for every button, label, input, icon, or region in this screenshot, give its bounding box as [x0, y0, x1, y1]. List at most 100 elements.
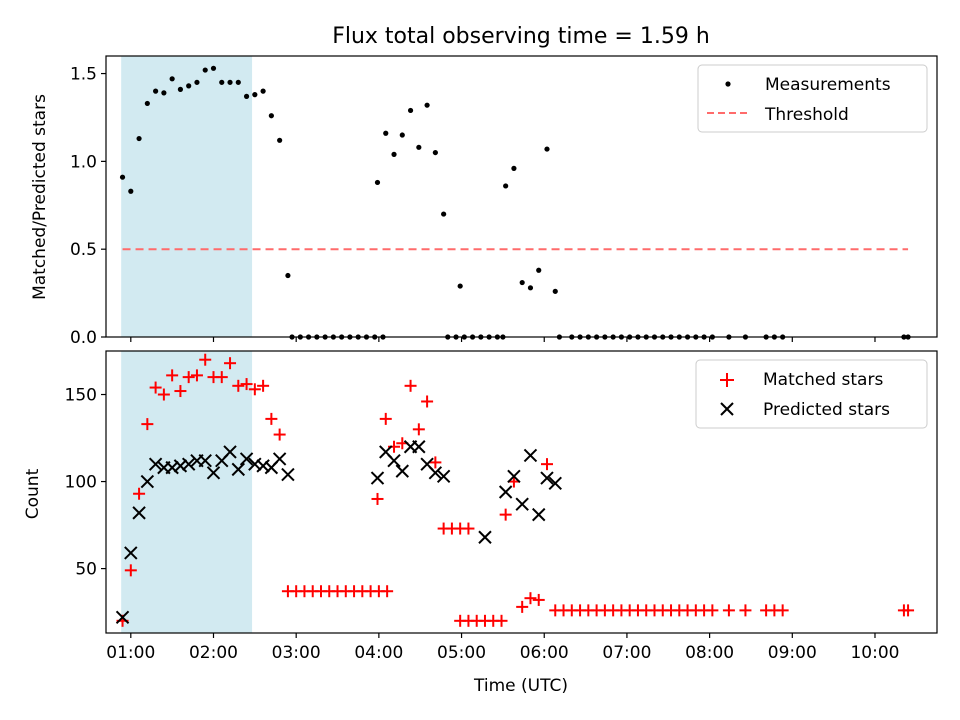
predicted-stars-point [281, 467, 295, 482]
bottom-plot-frame [105, 350, 938, 634]
predicted-stars-point [548, 476, 562, 491]
measurement-point [144, 100, 150, 107]
predicted-stars-point [223, 445, 237, 459]
predicted-stars-point [395, 464, 410, 478]
x-tick-label: 01:00 [106, 643, 155, 663]
measurement-point [416, 144, 422, 150]
predicted-stars-point [198, 453, 212, 468]
matched-stars-point [215, 371, 228, 384]
measurement-point [194, 79, 200, 85]
matched-stars-point [141, 418, 154, 431]
matched-stars-point [516, 600, 529, 613]
legend-matched-label: Matched stars [763, 370, 883, 390]
y-tick-label: 0.0 [70, 328, 97, 348]
top-legend-box [697, 64, 928, 133]
predicted-stars-point [515, 497, 529, 511]
bottom-shaded-span [121, 351, 253, 633]
y-tick-label: 1.5 [70, 65, 97, 85]
y-tick-label: 100 [65, 473, 97, 493]
top-shaded-span [121, 56, 253, 337]
measurement-point [407, 107, 414, 114]
top-x-ticks [130, 337, 876, 342]
measurement-point [424, 102, 430, 108]
y-tick-label: 150 [65, 386, 97, 406]
top-plot-frame [105, 55, 938, 338]
predicted-stars-point [132, 506, 146, 520]
matched-stars-point [166, 369, 179, 382]
measurement-point [536, 267, 542, 273]
x-tick-label: 04:00 [354, 643, 403, 663]
top-series-marks [119, 65, 911, 340]
measurement-point [210, 65, 217, 71]
measurement-point [527, 285, 534, 291]
measurement-point [552, 288, 558, 294]
predicted-stars-point [498, 485, 513, 499]
measurement-point [186, 83, 192, 89]
matched-stars-point [462, 522, 475, 535]
matched-stars-point [224, 357, 237, 370]
measurement-point [153, 88, 159, 94]
bottom-y-axis-label: Count [23, 468, 43, 519]
measurement-point [441, 211, 447, 217]
measurement-point [544, 146, 550, 152]
matched-stars-point [429, 456, 442, 469]
matched-stars-point [232, 379, 245, 392]
measurement-point [202, 67, 208, 73]
top-panel: Flux total observing time = 1.59 h 0.0 0.… [30, 24, 938, 348]
x-tick-label: 05:00 [437, 643, 486, 663]
matched-stars-point [706, 604, 719, 617]
x-tick-label: 10:00 [850, 643, 899, 663]
top-chart-title: Flux total observing time = 1.59 h [332, 24, 710, 49]
legend-matched-marker [720, 373, 734, 387]
predicted-stars-point [540, 471, 554, 485]
legend-predicted-marker [720, 402, 734, 416]
measurement-point [177, 86, 184, 92]
predicted-stars-point [523, 448, 538, 463]
y-tick-label: 0.5 [70, 240, 97, 260]
legend-measurements-label: Measurements [765, 75, 891, 95]
top-y-axis-label: Matched/Predicted stars [30, 94, 50, 300]
x-tick-label: 08:00 [685, 643, 734, 663]
measurement-point [511, 165, 517, 171]
bottom-series-marks [115, 353, 915, 627]
matched-stars-point [532, 593, 545, 606]
predicted-stars-point [507, 469, 521, 484]
matched-stars-point [133, 487, 146, 500]
matched-stars-point [421, 395, 434, 408]
matched-stars-point [240, 378, 253, 391]
measurement-point [268, 113, 274, 119]
matched-stars-point [902, 604, 915, 617]
top-y-ticks: 0.0 0.5 1.0 1.5 [70, 65, 106, 348]
predicted-stars-point [140, 474, 155, 489]
predicted-stars-point [248, 457, 262, 471]
matched-stars-point [524, 592, 537, 605]
matched-stars-point [379, 412, 392, 425]
matched-stars-point [199, 353, 212, 366]
matched-stars-point [182, 371, 195, 384]
measurement-point [457, 283, 463, 289]
measurement-point [136, 135, 142, 142]
matched-stars-point [776, 604, 789, 617]
measurement-point [519, 279, 525, 286]
predicted-stars-point [428, 466, 443, 480]
predicted-stars-point [206, 466, 221, 480]
predicted-stars-point [412, 440, 426, 454]
x-tick-label: 06:00 [520, 643, 569, 663]
measurement-point [260, 88, 266, 94]
matched-stars-point [495, 614, 508, 627]
measurement-point [227, 79, 233, 85]
predicted-stars-point [370, 471, 385, 485]
measurement-point [128, 188, 134, 194]
legend-predicted-label: Predicted stars [763, 400, 890, 420]
x-tick-label: 03:00 [272, 643, 321, 663]
measurement-point [119, 174, 126, 180]
predicted-stars-point [181, 457, 196, 471]
measurement-point [374, 179, 381, 186]
matched-stars-point [371, 492, 384, 505]
matched-stars-point [124, 564, 137, 577]
measurement-point [432, 149, 438, 156]
predicted-stars-point [231, 462, 246, 477]
measurement-point [399, 132, 405, 138]
matched-stars-point [174, 385, 187, 398]
